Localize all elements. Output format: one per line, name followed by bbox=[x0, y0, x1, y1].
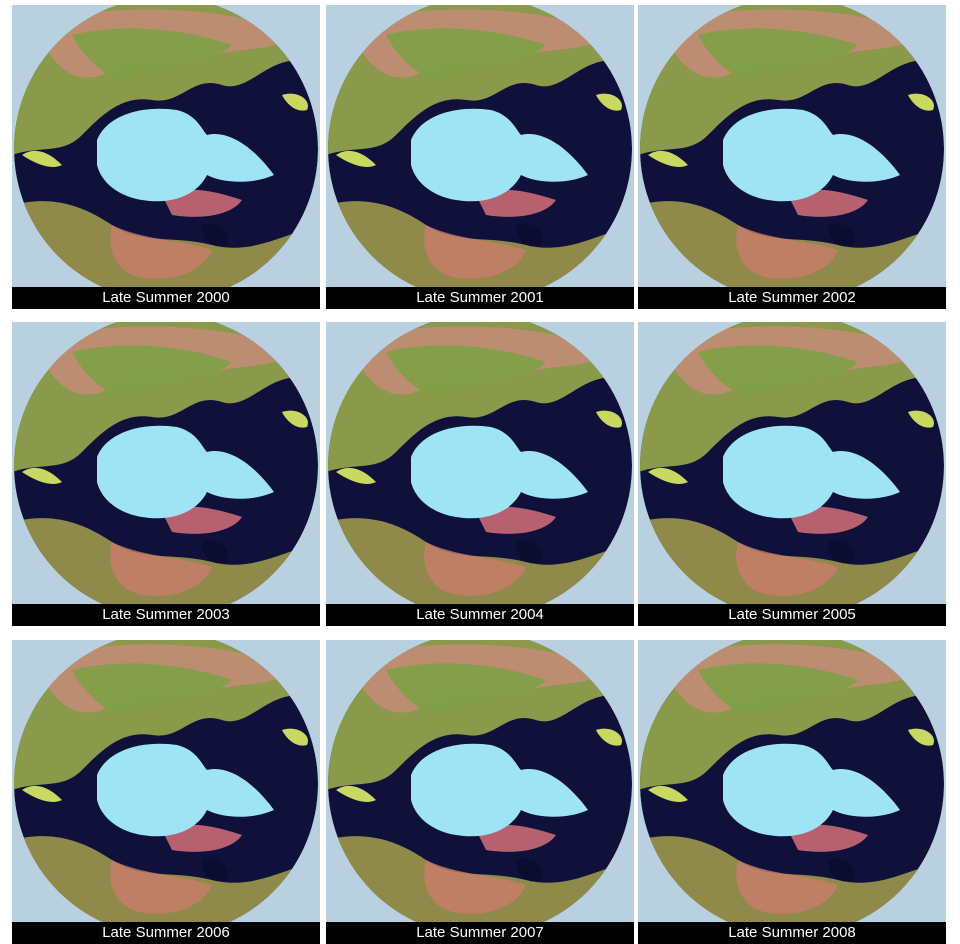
arctic-image bbox=[12, 640, 320, 922]
globe bbox=[12, 322, 320, 604]
map-panel: Late Summer 2007 bbox=[326, 640, 634, 944]
arctic-image bbox=[638, 5, 946, 287]
caption: Late Summer 2003 bbox=[12, 604, 320, 626]
map-panel: Late Summer 2002 bbox=[638, 5, 946, 309]
caption: Late Summer 2008 bbox=[638, 922, 946, 944]
arctic-image bbox=[326, 5, 634, 287]
caption: Late Summer 2005 bbox=[638, 604, 946, 626]
map-panel: Late Summer 2000 bbox=[12, 5, 320, 309]
globe bbox=[638, 5, 946, 287]
map-panel: Late Summer 2008 bbox=[638, 640, 946, 944]
globe bbox=[12, 640, 320, 922]
caption: Late Summer 2004 bbox=[326, 604, 634, 626]
caption: Late Summer 2006 bbox=[12, 922, 320, 944]
arctic-image bbox=[638, 640, 946, 922]
map-panel: Late Summer 2003 bbox=[12, 322, 320, 626]
caption: Late Summer 2007 bbox=[326, 922, 634, 944]
map-panel: Late Summer 2005 bbox=[638, 322, 946, 626]
arctic-image bbox=[326, 640, 634, 922]
arctic-image bbox=[12, 5, 320, 287]
globe bbox=[638, 322, 946, 604]
map-panel: Late Summer 2004 bbox=[326, 322, 634, 626]
arctic-image bbox=[326, 322, 634, 604]
map-panel: Late Summer 2006 bbox=[12, 640, 320, 944]
globe bbox=[326, 322, 634, 604]
globe bbox=[326, 5, 634, 287]
caption: Late Summer 2000 bbox=[12, 287, 320, 309]
globe bbox=[12, 5, 320, 287]
caption: Late Summer 2001 bbox=[326, 287, 634, 309]
arctic-image bbox=[12, 322, 320, 604]
caption: Late Summer 2002 bbox=[638, 287, 946, 309]
globe bbox=[326, 640, 634, 922]
globe bbox=[638, 640, 946, 922]
map-panel: Late Summer 2001 bbox=[326, 5, 634, 309]
arctic-image bbox=[638, 322, 946, 604]
